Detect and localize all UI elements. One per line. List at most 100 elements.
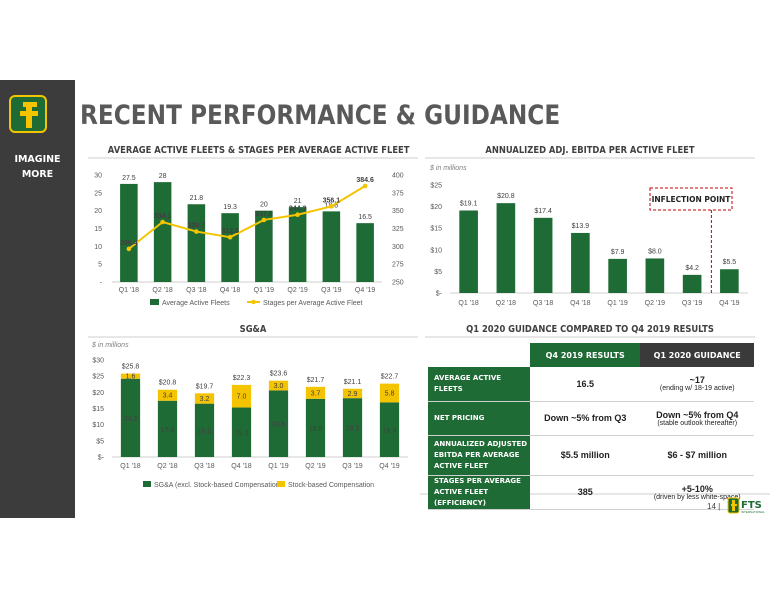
fleet-bar: [322, 211, 341, 282]
fleet-bar: [255, 210, 273, 282]
x-tick-label: Q4 '19: [355, 287, 376, 294]
stages-point-label: 356.1: [323, 197, 341, 204]
legend-label-sga: SG&A (excl. Stock-based Compensation: [154, 482, 280, 489]
sga-bar-label: 15.3: [235, 430, 249, 437]
left-axis-tick: 30: [94, 173, 102, 180]
legend-label-sbc: Stock-based Compensation: [288, 482, 374, 489]
page-title: RECENT PERFORMANCE & GUIDANCE: [80, 100, 561, 131]
sbc-bar-label: 3.2: [200, 396, 210, 403]
sga-bar-label: 18.0: [309, 426, 323, 433]
fleet-bar: [153, 182, 172, 282]
stages-line: [128, 185, 366, 250]
sga-bar: [194, 403, 215, 457]
y-axis-tick: $5: [434, 269, 442, 276]
sga-bar-label: 18.2: [346, 426, 360, 433]
ebitda-bar: [571, 232, 590, 293]
ebitda-chart-title: ANNUALIZED ADJ. EBITDA PER ACTIVE FLEET: [485, 145, 695, 156]
sbc-bar-label: 1.6: [126, 374, 136, 381]
x-tick-label: Q2 '18: [496, 300, 517, 307]
guidance-note: (driven by less white-space): [653, 493, 741, 501]
y-axis-tick: $-: [98, 455, 105, 462]
fleet-bar: [221, 213, 239, 282]
ebitda-bar-label: $5.5: [723, 259, 737, 266]
stages-point-label: 384.6: [356, 177, 374, 184]
col-q4-results: Q4 2019 RESULTS: [530, 343, 641, 367]
fleet-bar-label: 21.8: [190, 195, 204, 202]
ebitda-bar-label: $19.1: [460, 200, 478, 207]
stages-point-label: 344.3: [289, 206, 307, 213]
inflection-label: INFLECTION POINT: [652, 195, 732, 204]
footer-logo-text: FTS: [741, 500, 762, 511]
x-tick-label: Q2 '18: [152, 287, 173, 294]
sga-unit-label: $ in millions: [92, 342, 129, 349]
right-axis-tick: 375: [392, 190, 404, 197]
y-axis-tick: $10: [430, 247, 442, 254]
col-q1-guidance: Q1 2020 GUIDANCE: [640, 343, 754, 367]
x-tick-label: Q1 '18: [120, 463, 141, 470]
y-axis-tick: $5: [96, 438, 104, 445]
legend-label-fleets: Average Active Fleets: [162, 300, 230, 307]
guidance-table: Q4 2019 RESULTS Q1 2020 GUIDANCE AVERAGE…: [428, 343, 754, 510]
y-axis-tick: $25: [92, 374, 104, 381]
stages-point-label: 337.0: [255, 211, 273, 218]
result-value: $5.5 million: [560, 450, 610, 460]
legend-swatch-sga: [143, 481, 151, 487]
fleets-chart-title: AVERAGE ACTIVE FLEETS & STAGES PER AVERA…: [107, 145, 410, 156]
row-label: STAGES PER AVERAGE ACTIVE FLEET (EFFICIE…: [428, 475, 530, 510]
x-tick-label: Q1 '18: [458, 300, 479, 307]
page-number: 14 |: [707, 502, 721, 511]
legend-swatch-stages-dot: [251, 299, 256, 305]
guidance-note: (ending w/ 18-19 active): [659, 385, 735, 393]
stages-point: [362, 183, 368, 189]
legend-swatch-fleets: [150, 299, 159, 305]
sbc-bar: [120, 373, 141, 379]
fleet-bar-label: 16.5: [358, 214, 372, 221]
right-axis-tick: 325: [392, 226, 404, 233]
fleet-bar-label: 20: [260, 202, 268, 209]
stages-point: [194, 229, 199, 234]
guidance-value: ~17: [689, 375, 705, 386]
sga-total-label: $21.7: [307, 377, 325, 384]
x-tick-label: Q3 '19: [342, 463, 363, 470]
sga-total-label: $25.8: [122, 364, 140, 371]
sga-bar: [157, 400, 178, 457]
tagline-line2: MORE: [21, 169, 54, 180]
guidance-value: Down ~5% from Q4: [656, 409, 739, 420]
stages-point-label: 334.1: [154, 213, 172, 220]
fleet-bar: [187, 204, 206, 282]
result-value: 16.5: [576, 378, 594, 389]
stages-point: [329, 204, 334, 209]
sbc-bar: [379, 383, 400, 403]
ebitda-bar-label: $20.8: [497, 193, 515, 200]
y-axis-tick: $20: [92, 390, 104, 397]
sga-bar-label: 16.5: [198, 428, 212, 435]
ebitda-bar-label: $8.0: [648, 248, 662, 255]
sbc-bar: [305, 386, 326, 399]
ebitda-bar-label: $17.4: [534, 208, 552, 215]
stages-point: [126, 246, 132, 252]
sga-bar: [120, 378, 141, 457]
row-label: NET PRICING: [428, 401, 530, 436]
ebitda-bar: [645, 258, 665, 293]
y-axis-tick: $15: [92, 406, 104, 413]
guidance-title: Q1 2020 GUIDANCE COMPARED TO Q4 2019 RES…: [466, 324, 714, 335]
x-tick-label: Q2 '18: [157, 463, 178, 470]
sbc-bar: [231, 384, 252, 408]
fleet-bar-label: 21: [294, 198, 302, 205]
left-axis-tick: 20: [94, 208, 102, 215]
ebitda-bar-label: $13.9: [572, 223, 590, 230]
stages-point: [295, 212, 300, 218]
fleet-bar: [120, 183, 138, 282]
fleet-bar-label: 19.3: [223, 204, 237, 211]
sga-bar-label: 17.4: [161, 427, 175, 434]
left-axis-tick: -: [100, 280, 103, 287]
left-axis-tick: 5: [98, 262, 102, 269]
sga-total-label: $20.8: [159, 380, 177, 387]
x-tick-label: Q3 '19: [321, 287, 342, 294]
result-value: Down ~5% from Q3: [544, 413, 627, 423]
y-axis-tick: $10: [92, 422, 104, 429]
stages-point: [227, 234, 233, 240]
guidance-value: $6 - $7 million: [667, 450, 727, 460]
